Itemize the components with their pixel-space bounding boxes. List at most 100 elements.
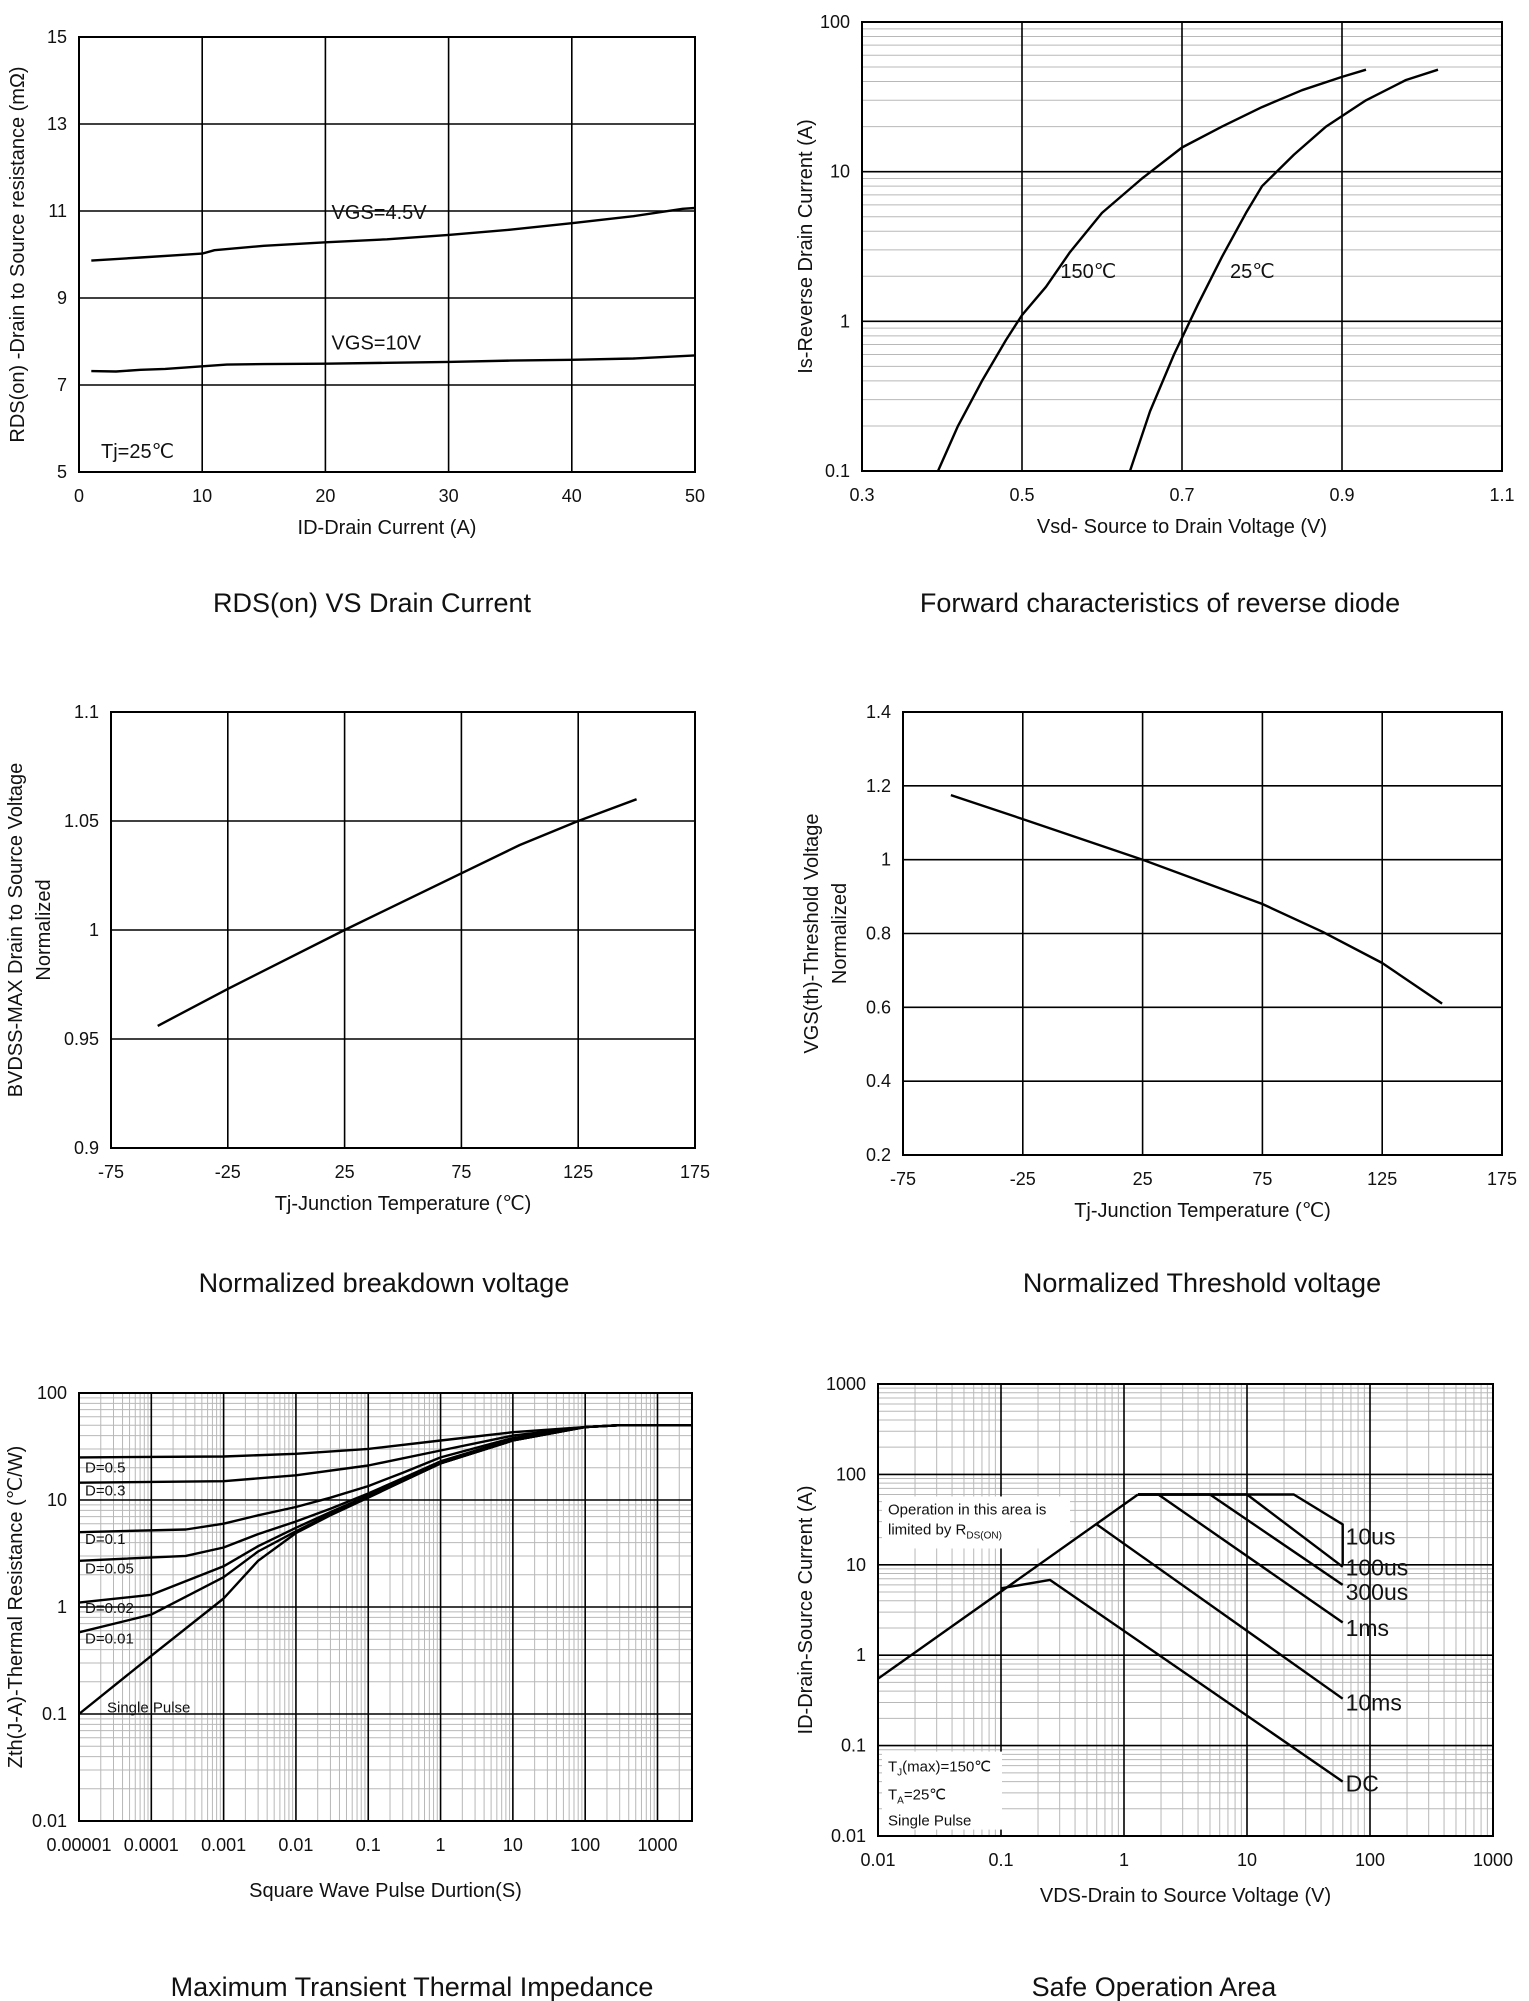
x-tick-label: 1.1 — [1489, 485, 1514, 505]
y-tick-label: 0.8 — [866, 924, 891, 944]
y-tick-label: 0.1 — [825, 461, 850, 481]
x-tick-label: 125 — [1367, 1169, 1397, 1189]
x-axis-title: Square Wave Pulse Durtion(S) — [249, 1880, 522, 1902]
x-tick-label: 0.0001 — [124, 1835, 179, 1855]
y-tick-label: 11 — [48, 201, 67, 221]
region-note: Operation in this area is — [888, 1501, 1046, 1518]
y-axis-title: BVDSS-MAX Drain to Source Voltage — [5, 763, 27, 1098]
y-tick-label: 1 — [89, 920, 99, 940]
y-tick-label: 0.01 — [32, 1811, 67, 1831]
x-tick-label: -25 — [215, 1162, 241, 1182]
y-tick-label: 10 — [846, 1555, 866, 1575]
x-tick-label: 0.1 — [988, 1850, 1013, 1870]
series-line-0-0 — [91, 206, 696, 262]
x-tick-label: 1 — [436, 1835, 446, 1855]
y-tick-label: 1 — [57, 1597, 67, 1617]
grid-1 — [861, 21, 1503, 472]
x-tick-label: 20 — [315, 486, 335, 506]
y-tick-label: 1000 — [826, 1374, 866, 1394]
x-tick-label: -75 — [890, 1169, 916, 1189]
series-line-4-4 — [78, 1424, 692, 1604]
x-tick-label: 0.001 — [201, 1835, 246, 1855]
y-tick-label: 13 — [47, 114, 67, 134]
y-axis-title: ID-Drain-Source Current (A) — [795, 1486, 817, 1735]
y-axis-title: VGS(th)-Threshold Voltage — [801, 813, 823, 1053]
x-tick-label: 100 — [1355, 1850, 1385, 1870]
x-tick-label: 100 — [570, 1835, 600, 1855]
series-line-5-4 — [1096, 1523, 1344, 1700]
x-tick-label: 0.9 — [1329, 485, 1354, 505]
series-label: DC — [1346, 1771, 1379, 1797]
series-line-5-2 — [1138, 1493, 1344, 1586]
y-axis-title: Zth(J-A)-Thermal Resistance (℃/W) — [5, 1446, 27, 1769]
y-tick-label: 10 — [830, 162, 850, 182]
series-label: D=0.05 — [85, 1560, 134, 1577]
x-tick-label: 50 — [685, 486, 705, 506]
x-axis-title: VDS-Drain to Source Voltage (V) — [1040, 1885, 1331, 1907]
series-label: D=0.5 — [85, 1460, 125, 1477]
series-label-vgs45: VGS=4.5V — [332, 202, 428, 224]
y-tick-label: 1.4 — [866, 702, 891, 722]
y-axis-title: Is-Reverse Drain Current (A) — [795, 119, 817, 374]
y-tick-label: 0.2 — [866, 1145, 891, 1165]
series-label: 10us — [1346, 1524, 1396, 1550]
x-tick-label: 0.00001 — [46, 1835, 111, 1855]
series-label: D=0.3 — [85, 1482, 125, 1499]
series-line-4-3 — [78, 1424, 692, 1562]
series-label: D=0.02 — [85, 1600, 134, 1617]
x-tick-label: 75 — [451, 1162, 471, 1182]
x-tick-label: 175 — [1487, 1169, 1517, 1189]
series-label: 1ms — [1346, 1615, 1389, 1641]
x-tick-label: -25 — [1010, 1169, 1036, 1189]
x-axis-title: Tj-Junction Temperature (℃) — [275, 1193, 532, 1215]
plot-frame-1 — [861, 21, 1503, 472]
series-label: D=0.1 — [85, 1531, 125, 1548]
y-axis-subtitle: Normalized — [829, 883, 851, 984]
x-tick-label: 175 — [680, 1162, 710, 1182]
series-line-0-1 — [91, 354, 696, 373]
y-tick-label: 0.1 — [841, 1736, 866, 1756]
y-tick-label: 10 — [47, 1490, 67, 1510]
series-line-2-0 — [157, 798, 638, 1027]
x-tick-label: 125 — [563, 1162, 593, 1182]
x-tick-label: 0.3 — [849, 485, 874, 505]
x-tick-label: 75 — [1252, 1169, 1272, 1189]
y-tick-label: 100 — [820, 12, 850, 32]
series-line-1-0 — [936, 68, 1367, 472]
x-axis-title: Vsd- Source to Drain Voltage (V) — [1037, 516, 1327, 538]
x-tick-label: 1 — [1119, 1850, 1129, 1870]
y-tick-label: 1.2 — [866, 776, 891, 796]
x-tick-label: 25 — [1133, 1169, 1153, 1189]
y-tick-label: 5 — [57, 462, 67, 482]
series-line-4-0 — [78, 1424, 692, 1459]
chart-caption: RDS(on) VS Drain Current — [213, 588, 532, 618]
y-tick-label: 15 — [47, 27, 67, 47]
x-tick-label: 0.01 — [278, 1835, 313, 1855]
x-tick-label: 40 — [562, 486, 582, 506]
condition-ta: TA=25℃ — [888, 1787, 946, 1807]
y-tick-label: 0.4 — [866, 1071, 891, 1091]
series-line-5-0 — [1138, 1493, 1344, 1565]
series-label: D=0.01 — [85, 1630, 134, 1647]
series-line-4-6 — [78, 1424, 692, 1715]
series-label-vgs10: VGS=10V — [332, 333, 422, 355]
plot-frame-0 — [78, 36, 696, 473]
series-line-3-0 — [950, 793, 1443, 1005]
x-axis-title: Tj-Junction Temperature (℃) — [1074, 1200, 1331, 1222]
series-label: 10ms — [1346, 1689, 1402, 1715]
x-tick-label: 1000 — [1473, 1850, 1513, 1870]
plot-frame-5 — [877, 1383, 1494, 1837]
x-tick-label: 10 — [192, 486, 212, 506]
series-line-5-5 — [1000, 1578, 1344, 1783]
x-tick-label: 10 — [1237, 1850, 1257, 1870]
grid-3 — [902, 711, 1503, 1156]
series-label: 300us — [1346, 1579, 1409, 1605]
plot-frame-2 — [110, 711, 696, 1149]
y-tick-label: 0.1 — [42, 1704, 67, 1724]
x-tick-label: 30 — [439, 486, 459, 506]
y-tick-label: 7 — [57, 375, 67, 395]
series-label-25c: 25℃ — [1230, 261, 1275, 283]
x-tick-label: 10 — [503, 1835, 523, 1855]
grid-2 — [110, 711, 696, 1149]
